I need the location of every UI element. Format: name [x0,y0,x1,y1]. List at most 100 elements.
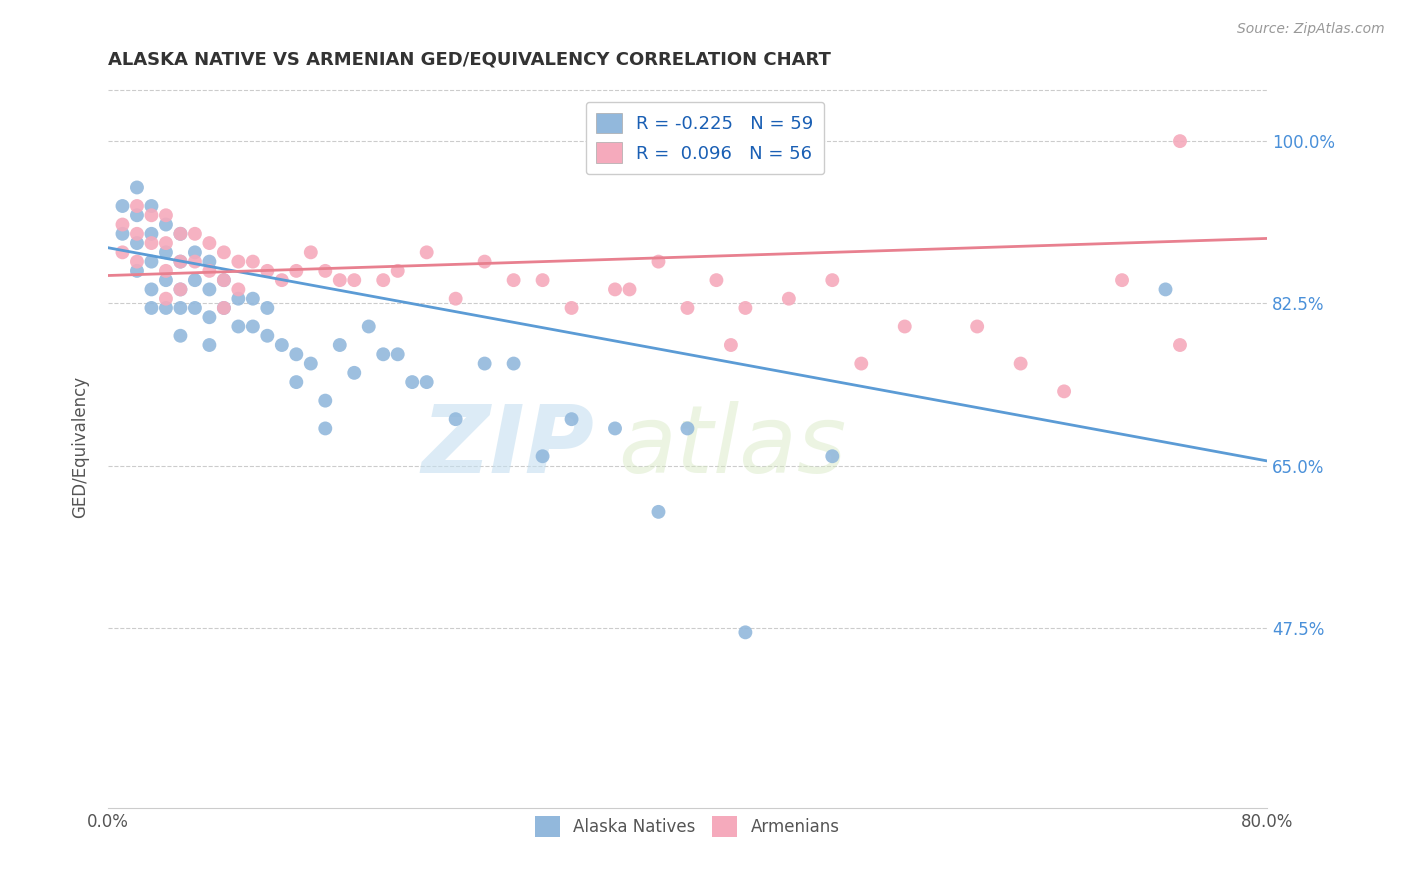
Point [198,310,221,325]
Point [169,254,191,268]
Point [1168,134,1191,148]
Point [821,449,844,463]
Point [314,421,336,435]
Point [778,292,800,306]
Point [155,236,177,251]
Point [676,301,699,315]
Point [893,319,915,334]
Point [401,375,423,389]
Point [256,301,278,315]
Point [198,236,221,251]
Point [228,319,250,334]
Point [141,199,163,213]
Point [125,199,148,213]
Point [125,180,148,194]
Point [734,625,756,640]
Point [155,245,177,260]
Point [314,264,336,278]
Point [198,338,221,352]
Point [169,227,191,241]
Point [184,245,207,260]
Point [184,301,207,315]
Point [720,338,742,352]
Point [531,273,554,287]
Point [111,245,134,260]
Point [125,236,148,251]
Point [228,292,250,306]
Point [184,254,207,268]
Point [474,254,496,268]
Point [531,449,554,463]
Point [444,412,467,426]
Point [415,375,437,389]
Point [242,319,264,334]
Point [1168,338,1191,352]
Point [444,292,467,306]
Point [373,347,395,361]
Point [474,357,496,371]
Point [329,338,352,352]
Point [314,393,336,408]
Point [387,347,409,361]
Point [851,357,873,371]
Point [169,301,191,315]
Point [706,273,728,287]
Point [373,273,395,287]
Point [169,227,191,241]
Point [256,264,278,278]
Point [343,366,366,380]
Point [155,218,177,232]
Point [169,254,191,268]
Point [603,282,626,296]
Point [502,273,524,287]
Point [184,227,207,241]
Point [141,227,163,241]
Point [603,421,626,435]
Legend: Alaska Natives, Armenians: Alaska Natives, Armenians [529,810,846,844]
Point [155,273,177,287]
Point [169,282,191,296]
Point [285,264,308,278]
Point [141,301,163,315]
Point [299,245,322,260]
Point [212,273,235,287]
Point [169,282,191,296]
Point [125,208,148,222]
Point [256,328,278,343]
Point [125,264,148,278]
Point [242,254,264,268]
Point [155,208,177,222]
Point [966,319,988,334]
Point [111,199,134,213]
Point [155,292,177,306]
Point [212,301,235,315]
Point [141,282,163,296]
Point [561,301,583,315]
Point [821,273,844,287]
Text: Source: ZipAtlas.com: Source: ZipAtlas.com [1237,22,1385,37]
Point [212,273,235,287]
Point [647,254,669,268]
Point [242,292,264,306]
Point [155,264,177,278]
Point [228,282,250,296]
Text: atlas: atlas [617,401,846,492]
Point [285,375,308,389]
Point [343,273,366,287]
Point [299,357,322,371]
Point [357,319,380,334]
Point [212,301,235,315]
Point [155,301,177,315]
Point [198,282,221,296]
Point [125,254,148,268]
Point [1154,282,1177,296]
Point [111,227,134,241]
Point [619,282,641,296]
Point [734,301,756,315]
Text: ALASKA NATIVE VS ARMENIAN GED/EQUIVALENCY CORRELATION CHART: ALASKA NATIVE VS ARMENIAN GED/EQUIVALENC… [108,51,831,69]
Point [329,273,352,287]
Point [270,338,292,352]
Point [285,347,308,361]
Point [228,254,250,268]
Point [141,208,163,222]
